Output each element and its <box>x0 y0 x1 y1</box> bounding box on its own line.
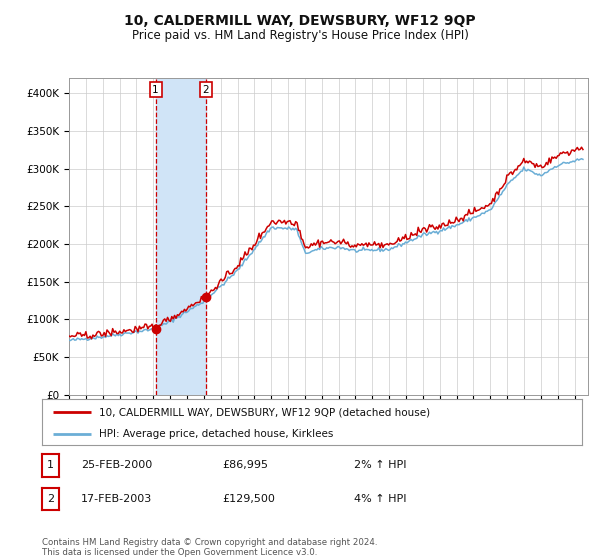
Text: 2: 2 <box>203 85 209 95</box>
Text: 10, CALDERMILL WAY, DEWSBURY, WF12 9QP (detached house): 10, CALDERMILL WAY, DEWSBURY, WF12 9QP (… <box>98 407 430 417</box>
Text: 1: 1 <box>152 85 159 95</box>
Text: 25-FEB-2000: 25-FEB-2000 <box>81 460 152 470</box>
Text: 17-FEB-2003: 17-FEB-2003 <box>81 494 152 504</box>
Text: £86,995: £86,995 <box>222 460 268 470</box>
Text: £129,500: £129,500 <box>222 494 275 504</box>
Text: 1: 1 <box>47 460 54 470</box>
Bar <box>155 78 206 395</box>
Text: 2% ↑ HPI: 2% ↑ HPI <box>354 460 407 470</box>
Text: 2: 2 <box>47 494 54 504</box>
Text: HPI: Average price, detached house, Kirklees: HPI: Average price, detached house, Kirk… <box>98 429 333 438</box>
Text: Price paid vs. HM Land Registry's House Price Index (HPI): Price paid vs. HM Land Registry's House … <box>131 29 469 42</box>
Text: 4% ↑ HPI: 4% ↑ HPI <box>354 494 407 504</box>
Text: 10, CALDERMILL WAY, DEWSBURY, WF12 9QP: 10, CALDERMILL WAY, DEWSBURY, WF12 9QP <box>124 14 476 28</box>
Text: Contains HM Land Registry data © Crown copyright and database right 2024.
This d: Contains HM Land Registry data © Crown c… <box>42 538 377 557</box>
